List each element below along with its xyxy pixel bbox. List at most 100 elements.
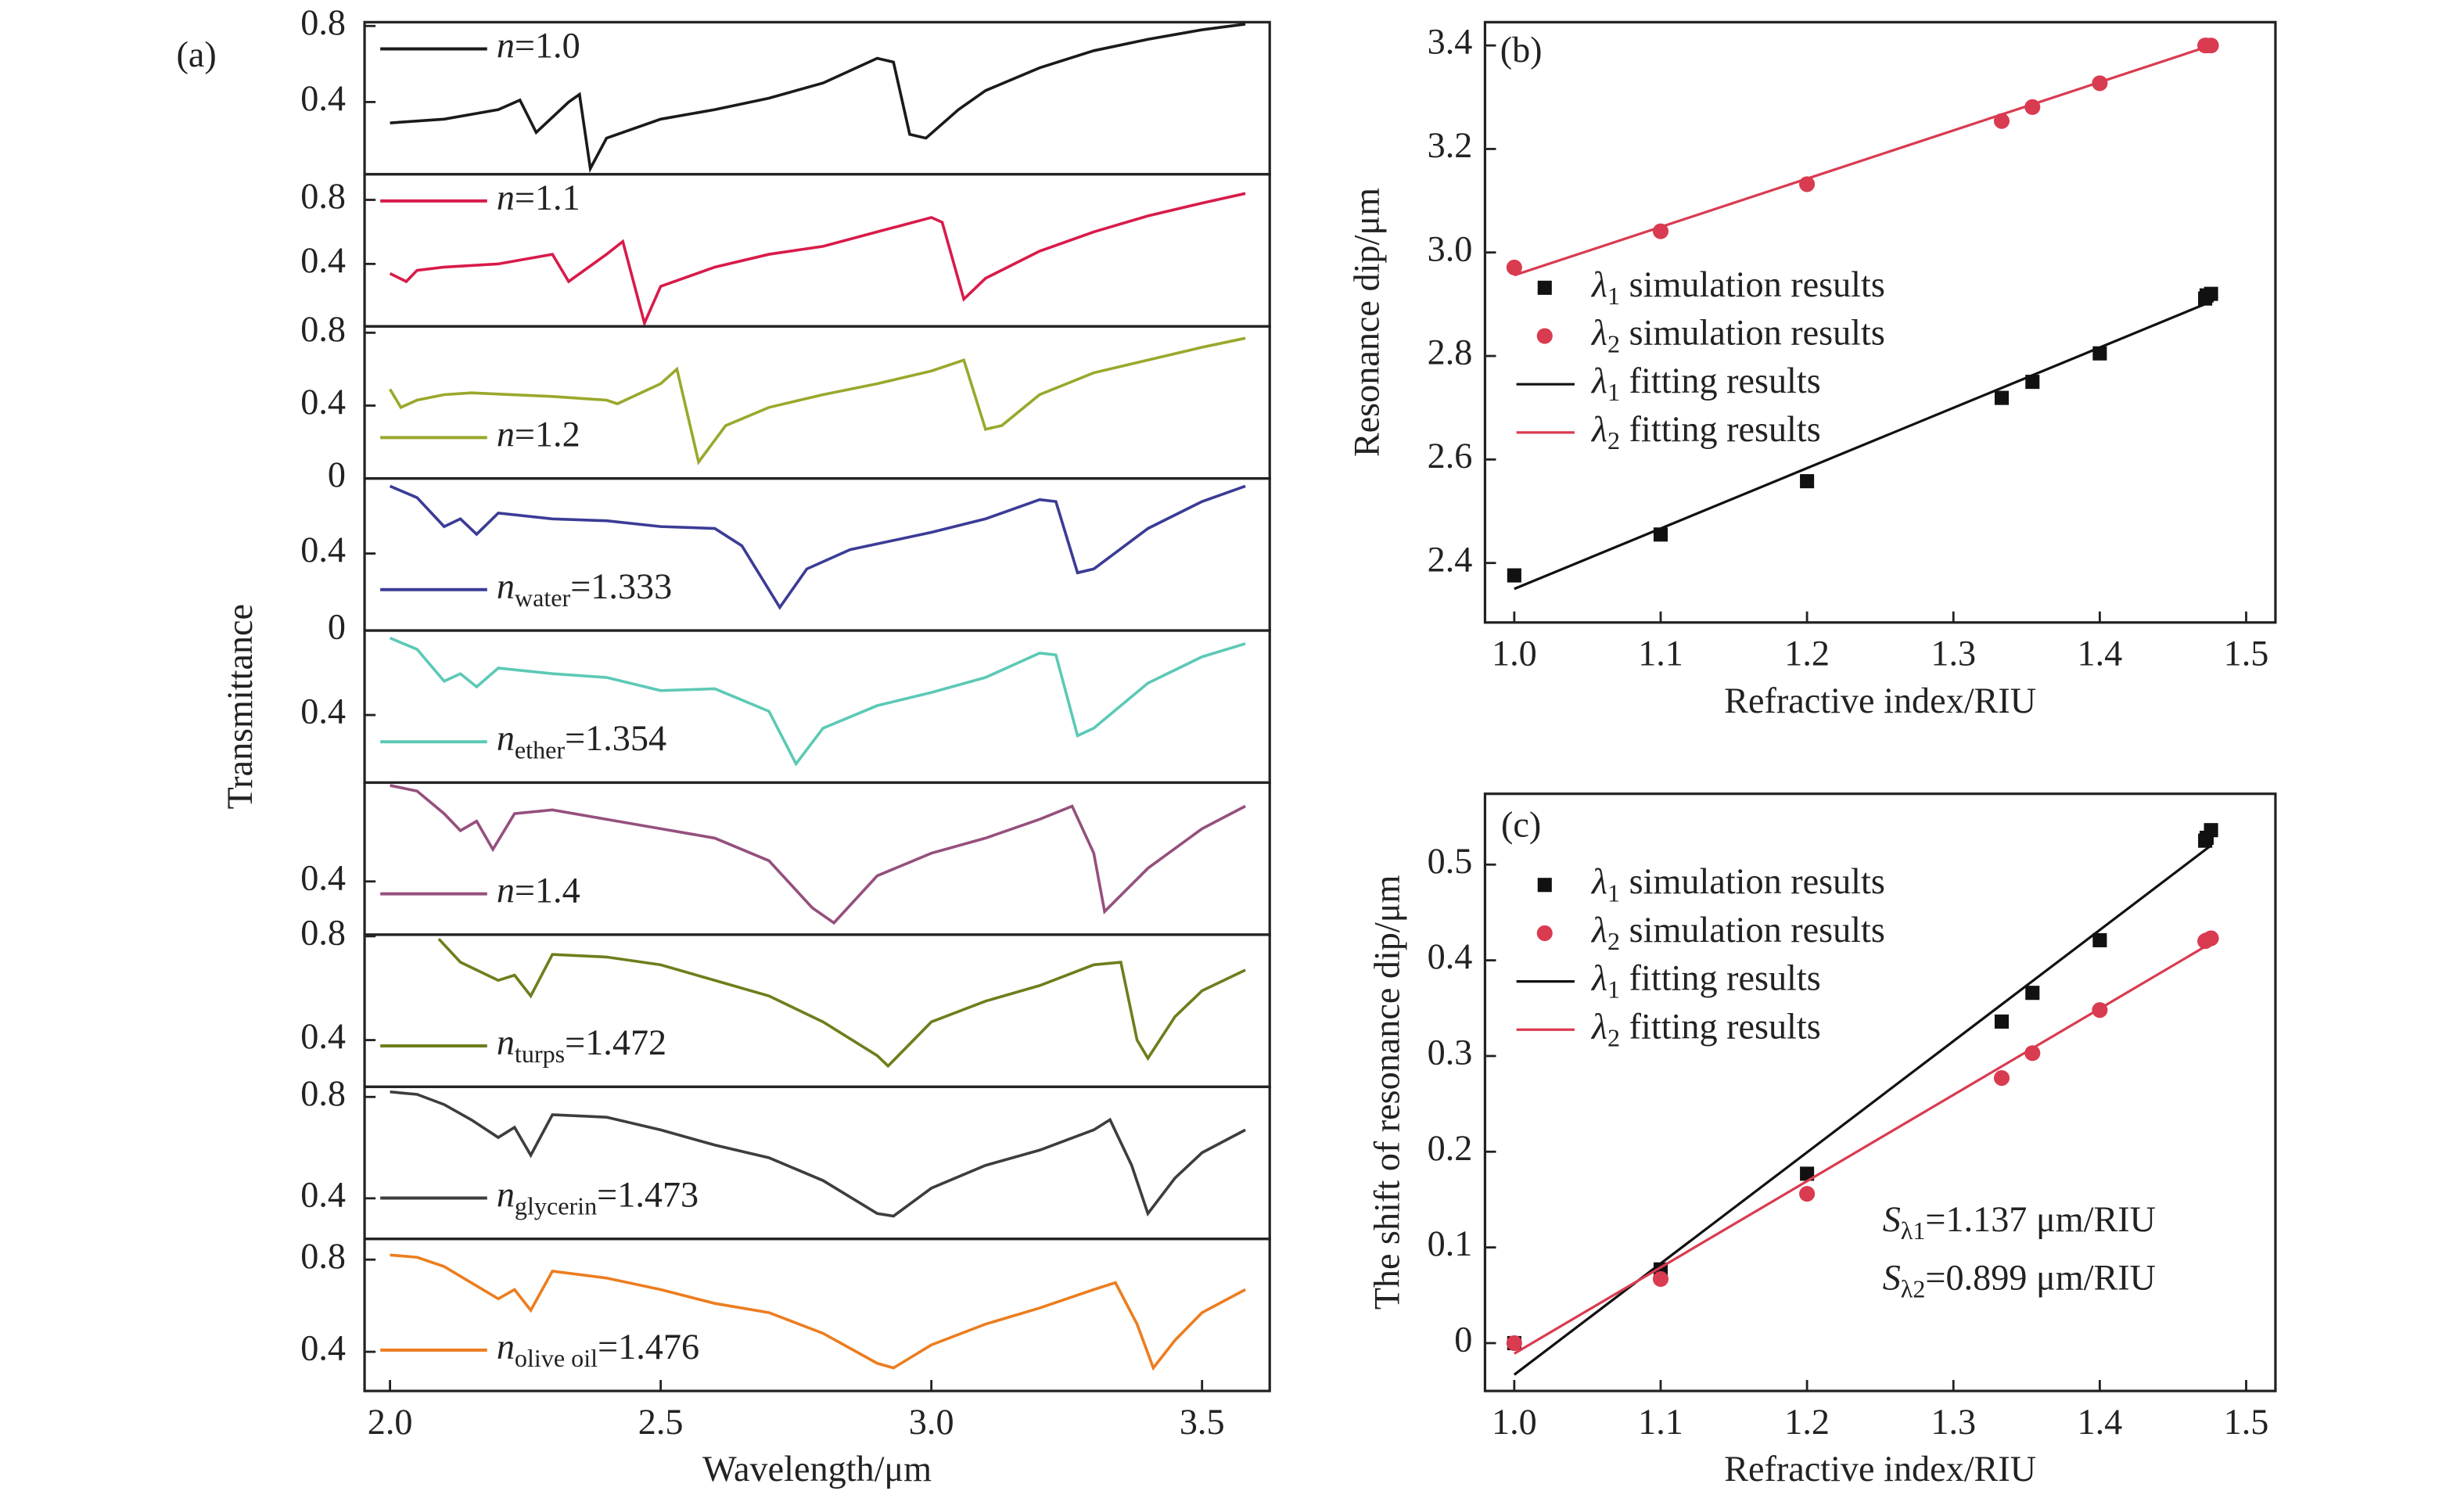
y-tick-label: 0.8 (300, 1236, 346, 1276)
data-point (1506, 1335, 1522, 1351)
data-point (1800, 1166, 1815, 1181)
y-tick-label: 2.6 (1428, 436, 1473, 476)
spectrum-line (389, 636, 1246, 767)
panel-label: (b) (1500, 30, 1543, 70)
text: =1.137 μm/RIU (1925, 1199, 2156, 1239)
x-tick-label: 1.0 (1492, 634, 1537, 674)
legend-label: n=1.1 (497, 178, 580, 217)
text: =1.333 (570, 566, 672, 605)
y-tick-label: 0.4 (300, 1016, 346, 1056)
x-tick-label: 1.1 (1638, 634, 1683, 674)
y-tick-label: 0.4 (300, 530, 346, 569)
x-tick-label: 1.2 (1784, 1402, 1830, 1442)
y-tick-label: 2.4 (1428, 539, 1473, 579)
text: fitting results (1620, 1006, 1821, 1046)
subscript: olive oil (515, 1344, 598, 1372)
data-point (1652, 1270, 1669, 1288)
y-tick-label: 0.4 (300, 78, 346, 118)
y-tick-label: 0.5 (1428, 841, 1473, 881)
x-tick-label: 2.5 (638, 1402, 684, 1442)
y-tick-label: 0.4 (300, 1174, 346, 1214)
data-point (1994, 390, 2010, 405)
data-point (1800, 474, 1815, 489)
y-tick-label: 0.4 (300, 857, 346, 897)
x-tick-label: 1.1 (1638, 1402, 1683, 1442)
spectrum-line (390, 1253, 1246, 1371)
subscript: water (515, 584, 571, 612)
subscript: 2 (1607, 426, 1620, 454)
symbol: λ (1590, 361, 1607, 401)
symbol: n (497, 414, 515, 454)
legend-label: λ1 fitting results (1590, 957, 1821, 1004)
text: simulation results (1620, 861, 1885, 901)
symbol: λ (1590, 408, 1607, 448)
text: =1.473 (597, 1174, 699, 1214)
text: =0.899 μm/RIU (1925, 1257, 2156, 1297)
legend-label: nether=1.354 (497, 718, 666, 764)
symbol: n (497, 1022, 515, 1062)
symbol: n (497, 25, 515, 65)
x-tick-label: 1.3 (1931, 634, 1976, 674)
text: simulation results (1620, 264, 1885, 304)
text: =1.354 (565, 718, 666, 758)
annotation: Sλ1=1.137 μm/RIU (1883, 1199, 2156, 1245)
symbol: λ (1590, 910, 1607, 950)
text: =1.1 (515, 178, 580, 217)
data-point (1993, 1070, 2010, 1087)
data-point (1507, 568, 1521, 583)
y-tick-label: 3.4 (1428, 22, 1473, 62)
subscript: 2 (1607, 330, 1620, 358)
text: =1.2 (515, 414, 580, 454)
subplot-frame (363, 476, 1271, 632)
x-tick-label: 1.5 (2224, 634, 2269, 674)
spectrum-line (390, 1090, 1246, 1218)
x-tick-label: 3.5 (1180, 1402, 1225, 1442)
y-tick-label: 0.4 (300, 1328, 346, 1368)
symbol: n (497, 1326, 515, 1366)
text: =1.472 (565, 1022, 666, 1062)
legend-marker (1536, 328, 1553, 344)
x-axis-label: Refractive index/RIU (1724, 681, 2036, 720)
legend-label: λ2 simulation results (1590, 910, 1885, 956)
legend-marker (1536, 925, 1553, 941)
legend-marker (1537, 280, 1552, 295)
fit-line (1514, 44, 2212, 277)
text: simulation results (1620, 910, 1885, 950)
panel-label: (a) (176, 34, 216, 74)
symbol: λ (1590, 264, 1607, 304)
y-tick-label: 0.3 (1428, 1033, 1473, 1072)
text: =1.0 (515, 25, 580, 65)
y-tick-label: 0.2 (1428, 1128, 1473, 1168)
spectrum-line (389, 192, 1246, 328)
legend-label: n=1.2 (497, 414, 580, 454)
data-point (2092, 932, 2107, 947)
symbol: n (497, 566, 515, 605)
text: fitting results (1620, 361, 1821, 401)
y-tick-label: 0.8 (300, 2, 346, 42)
subplot-frame (363, 933, 1271, 1088)
y-tick-label: 0.8 (300, 912, 346, 952)
data-point (2025, 986, 2040, 1001)
y-tick-label: 0.4 (1428, 936, 1473, 976)
symbol: n (497, 718, 515, 758)
legend-label: λ2 simulation results (1590, 312, 1885, 358)
symbol: n (497, 178, 515, 217)
subscript: 1 (1607, 879, 1620, 907)
x-axis-label: Refractive index/RIU (1724, 1449, 2036, 1489)
spectrum-line (437, 937, 1246, 1069)
subscript: 2 (1607, 927, 1620, 955)
subscript: 1 (1607, 975, 1620, 1004)
x-tick-label: 1.0 (1492, 1402, 1537, 1442)
data-point (2203, 930, 2219, 947)
subplot-frame (363, 1085, 1271, 1241)
text: fitting results (1620, 408, 1821, 448)
y-axis-label: The shift of resonance dip/μm (1367, 875, 1407, 1310)
y-tick-label: 0.8 (300, 176, 346, 216)
legend-label: λ2 fitting results (1590, 408, 1821, 454)
data-point (2025, 375, 2040, 390)
y-tick-label: 0.8 (300, 309, 346, 349)
data-point (2203, 38, 2219, 54)
subscript: 1 (1607, 282, 1620, 310)
subscript: turps (515, 1040, 565, 1068)
